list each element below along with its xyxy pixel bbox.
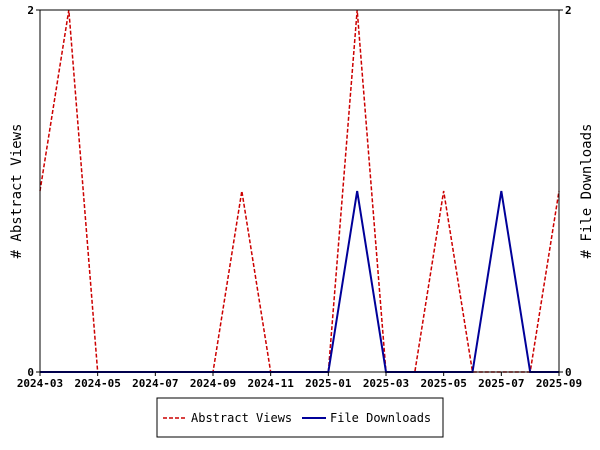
x-tick-label: 2025-03 bbox=[363, 377, 409, 390]
right-y-tick-label: 2 bbox=[565, 4, 572, 17]
x-tick-label: 2025-01 bbox=[305, 377, 352, 390]
legend: Abstract Views File Downloads bbox=[156, 397, 444, 438]
right-y-tick-label: 0 bbox=[565, 366, 572, 379]
legend-label-abstract-views: Abstract Views bbox=[191, 411, 292, 425]
right-axis-title: # File Downloads bbox=[579, 124, 595, 259]
left-y-tick-label: 2 bbox=[27, 4, 34, 17]
legend-box bbox=[156, 397, 444, 438]
left-y-tick-label: 0 bbox=[27, 366, 34, 379]
plot-area bbox=[39, 9, 560, 373]
x-tick-label: 2024-09 bbox=[190, 377, 236, 390]
left-axis-title: # Abstract Views bbox=[9, 124, 25, 259]
x-tick-label: 2024-07 bbox=[132, 377, 178, 390]
x-tick-label: 2024-03 bbox=[17, 377, 63, 390]
legend-label-file-downloads: File Downloads bbox=[330, 411, 431, 425]
x-tick-label: 2025-05 bbox=[420, 377, 466, 390]
x-tick-label: 2025-07 bbox=[478, 377, 524, 390]
x-tick-label: 2025-09 bbox=[536, 377, 582, 390]
plot-frame bbox=[39, 9, 560, 373]
x-tick-label: 2024-05 bbox=[74, 377, 120, 390]
x-tick-label: 2024-11 bbox=[247, 377, 294, 390]
